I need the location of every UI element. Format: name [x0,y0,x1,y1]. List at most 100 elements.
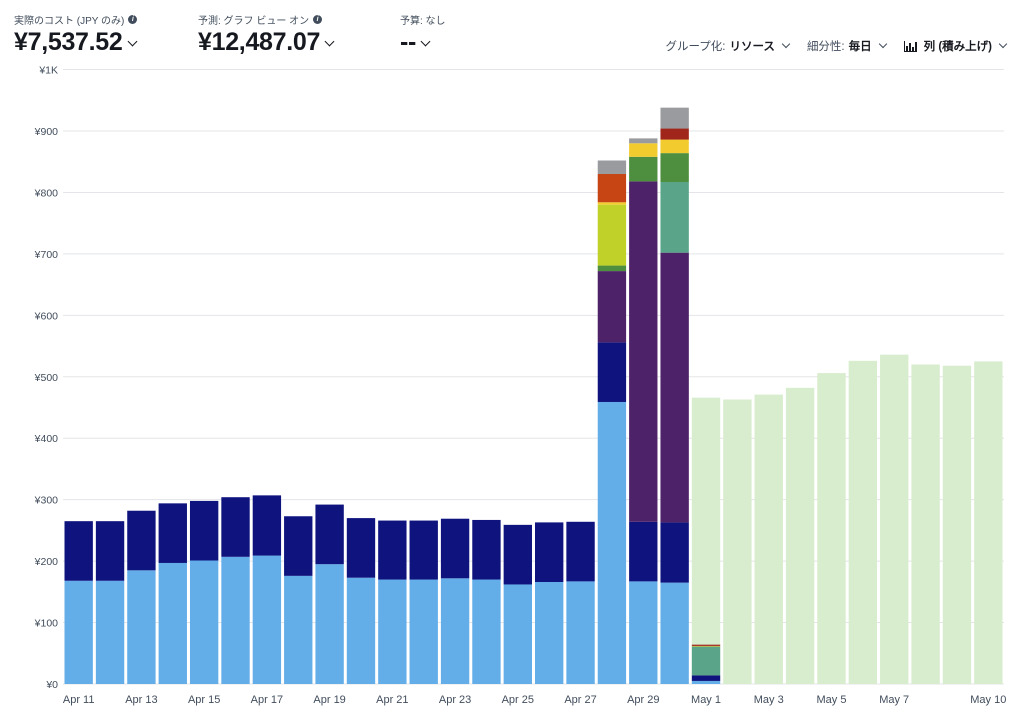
bar-segment-resource-2[interactable] [284,516,313,576]
x-tick-label: Apr 21 [376,694,408,706]
y-tick-label: ¥0 [45,679,58,691]
bar-segment-resource-7[interactable] [629,143,658,157]
bar-segment-resource-1[interactable] [95,580,125,684]
y-tick-label: ¥100 [34,618,59,630]
bar-segment-resource-7[interactable] [691,645,721,647]
bar-segment-resource-1[interactable] [346,577,376,684]
bar-segment-resource-2[interactable] [221,497,250,557]
bar-segment-resource-2[interactable] [535,522,564,583]
bar-segment-resource-2[interactable] [566,521,595,582]
bar-segment-resource-1[interactable] [158,562,187,684]
bar-segment-resource-1[interactable] [691,680,721,684]
forecast-bar[interactable] [848,360,878,684]
forecast-bar[interactable] [974,361,1003,684]
forecast-bar[interactable] [942,365,972,684]
bar-segment-resource-2[interactable] [503,524,532,585]
forecast-bar[interactable] [754,394,783,684]
bar-segment-resource-2[interactable] [64,521,93,581]
bar-segment-resource-2[interactable] [158,503,187,563]
forecast-bar[interactable] [880,354,909,684]
bar-segment-resource-1[interactable] [440,578,470,684]
budget-label: 予算: なし [400,15,446,27]
x-tick-label: Apr 23 [439,694,471,706]
bar-segment-resource-2[interactable] [660,522,689,583]
bar-segment-resource-2[interactable] [378,520,407,580]
bar-segment-resource-9[interactable] [691,644,721,646]
x-tick-label: Apr 17 [251,694,283,706]
y-tick-label: ¥800 [34,187,59,199]
y-tick-label: ¥500 [34,372,59,384]
bar-segment-resource-3[interactable] [660,252,689,523]
bar-segment-resource-2[interactable] [315,504,344,565]
x-tick-label: May 10 [970,694,1006,706]
actual-cost-metric: 実際のコスト (JPY のみ) i ¥7,537.52 [14,12,138,57]
chevron-down-icon [878,39,887,49]
bar-segment-resource-1[interactable] [535,582,564,684]
info-icon[interactable]: i [313,14,323,24]
info-icon[interactable]: i [128,14,138,24]
bar-segment-resource-3[interactable] [629,181,658,522]
bar-segment-resource-1[interactable] [252,555,282,684]
forecast-bar[interactable] [785,387,815,684]
chart-controls: グループ化: リソース 細分性: 毎日 列 (積み上げ) [665,38,1008,54]
budget-value: -- [400,28,417,56]
y-tick-label: ¥600 [34,310,59,322]
chevron-down-icon[interactable] [127,36,137,47]
bar-segment-resource-7[interactable] [597,202,627,205]
bar-segment-resource-10[interactable] [629,138,658,144]
bar-segment-resource-1[interactable] [378,579,407,684]
bar-segment-resource-4[interactable] [691,646,721,676]
bar-segment-resource-1[interactable] [315,564,344,684]
chevron-down-icon[interactable] [324,36,335,47]
granularity-dropdown[interactable]: 細分性: 毎日 [807,38,887,54]
bar-segment-resource-2[interactable] [691,675,721,681]
forecast-bar[interactable] [817,373,846,684]
bar-segment-resource-1[interactable] [127,570,156,684]
forecast-bar[interactable] [911,364,940,684]
bar-segment-resource-1[interactable] [597,401,627,684]
bar-segment-resource-2[interactable] [189,500,219,561]
chevron-down-icon[interactable] [420,36,431,47]
bar-segment-resource-2[interactable] [597,342,627,402]
bar-segment-resource-1[interactable] [660,582,689,684]
bar-segment-resource-1[interactable] [472,579,501,684]
bar-segment-resource-1[interactable] [566,581,595,684]
bar-segment-resource-3[interactable] [597,271,627,343]
bar-segment-resource-1[interactable] [409,579,438,684]
forecast-bar[interactable] [723,399,752,684]
bar-segment-resource-6[interactable] [597,204,627,266]
bar-segment-resource-2[interactable] [440,518,470,579]
bar-segment-resource-1[interactable] [189,560,219,684]
bar-segment-resource-4[interactable] [660,181,689,253]
bar-segment-resource-5[interactable] [597,265,627,272]
bar-segment-resource-2[interactable] [95,521,125,581]
y-tick-label: ¥900 [34,126,59,138]
bar-segment-resource-2[interactable] [409,520,438,580]
bar-segment-resource-2[interactable] [472,519,501,580]
bar-segment-resource-1[interactable] [503,584,532,684]
budget-metric: 予算: なし -- [400,12,446,57]
bar-segment-resource-1[interactable] [629,581,658,684]
bar-segment-resource-9[interactable] [660,128,689,140]
group-by-value: リソース [729,41,775,53]
bar-segment-resource-7[interactable] [660,139,689,154]
x-tick-label: May 7 [879,694,909,706]
bar-segment-resource-10[interactable] [660,107,689,129]
chevron-down-icon [781,39,791,49]
bar-segment-resource-1[interactable] [284,575,313,684]
bar-segment-resource-2[interactable] [252,495,282,556]
bar-segment-resource-10[interactable] [597,160,627,175]
forecast-bar[interactable] [691,397,721,684]
chart-type-dropdown[interactable]: 列 (積み上げ) [903,38,1008,54]
bar-segment-resource-5[interactable] [629,156,658,182]
bar-segment-resource-1[interactable] [64,580,93,684]
bar-segment-resource-8[interactable] [597,174,627,203]
bar-segment-resource-1[interactable] [221,556,250,684]
chevron-down-icon [998,39,1008,49]
bar-segment-resource-2[interactable] [346,518,376,578]
bar-segment-resource-2[interactable] [127,510,156,571]
y-tick-label: ¥300 [34,495,59,507]
group-by-dropdown[interactable]: グループ化: リソース [665,38,791,54]
bar-segment-resource-2[interactable] [629,521,658,582]
bar-segment-resource-5[interactable] [660,153,689,182]
